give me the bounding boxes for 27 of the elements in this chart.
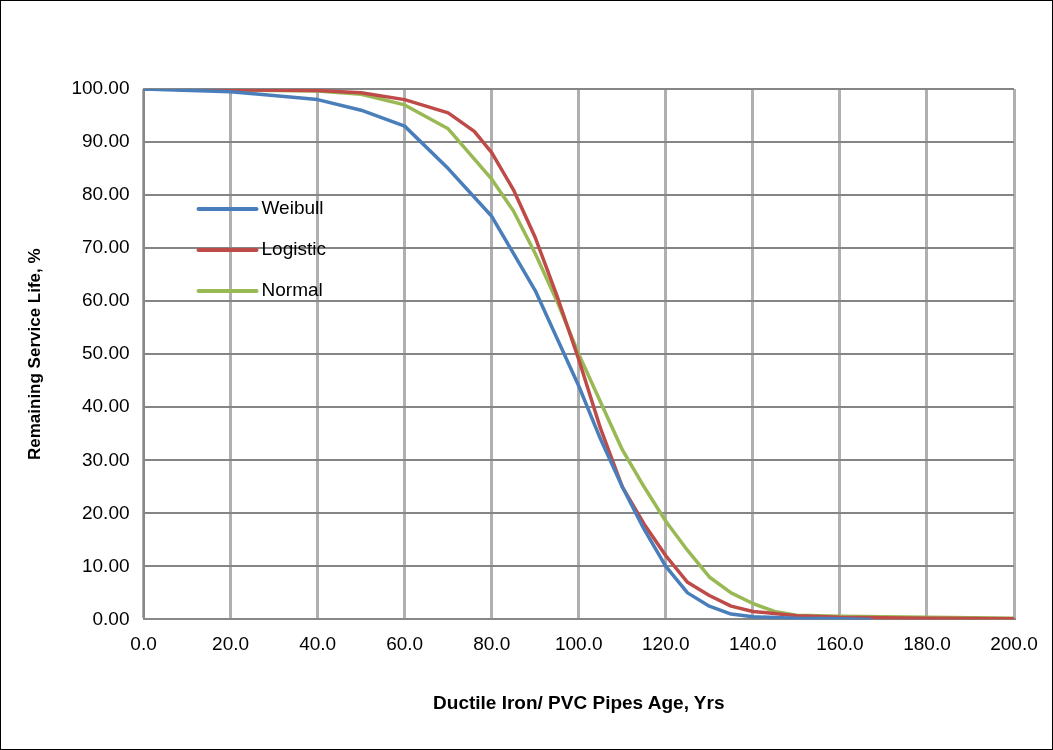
x-tick-label: 180.0 <box>903 633 951 655</box>
y-tick-label: 80.00 <box>81 183 130 205</box>
legend-label: Logistic <box>261 238 326 260</box>
y-tick-label: 40.00 <box>81 395 130 417</box>
x-axis-title: Ductile Iron/ PVC Pipes Age, Yrs <box>433 691 725 713</box>
y-tick-label: 70.00 <box>81 236 130 258</box>
x-tick-label: 200.0 <box>990 633 1038 655</box>
y-tick-label: 90.00 <box>81 130 130 152</box>
x-tick-label: 140.0 <box>729 633 777 655</box>
x-tick-label: 120.0 <box>642 633 690 655</box>
y-tick-label: 60.00 <box>81 289 130 311</box>
y-tick-label: 10.00 <box>81 554 130 576</box>
x-tick-label: 100.0 <box>554 633 603 655</box>
y-tick-label: 20.00 <box>81 501 130 523</box>
y-tick-label: 30.00 <box>81 448 130 470</box>
x-tick-label: 80.0 <box>473 633 511 655</box>
y-tick-label: 0.00 <box>92 607 130 629</box>
legend-label: Normal <box>261 279 323 301</box>
x-tick-label: 160.0 <box>816 633 864 655</box>
y-axis-title: Remaining Service Life, % <box>24 248 44 461</box>
y-tick-label: 50.00 <box>81 342 130 364</box>
y-tick-label: 100.00 <box>71 77 130 99</box>
x-tick-label: 40.0 <box>299 633 337 655</box>
legend-label: Weibull <box>261 197 324 219</box>
x-tick-label: 20.0 <box>212 633 250 655</box>
x-tick-label: 60.0 <box>386 633 424 655</box>
x-tick-label: 0.0 <box>130 633 157 655</box>
